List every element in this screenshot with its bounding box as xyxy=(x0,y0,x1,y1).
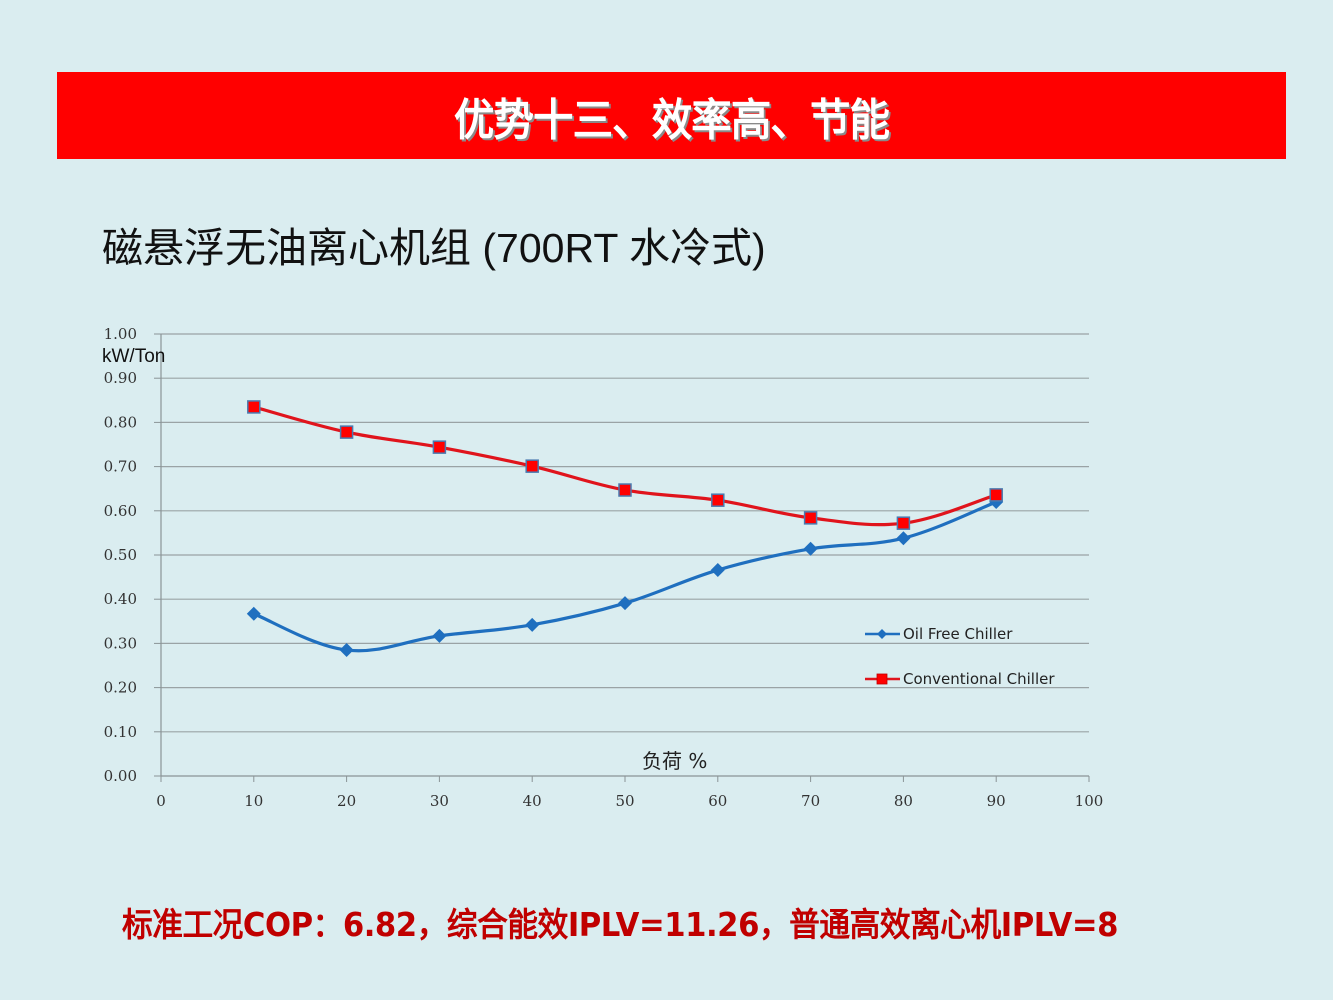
legend-square-icon xyxy=(876,673,888,685)
x-tick-label: 20 xyxy=(337,792,356,810)
x-tick-labels: 0 10 20 30 40 50 60 70 80 90 100 xyxy=(156,792,1103,810)
title-banner: 优势十三、效率高、节能 xyxy=(57,72,1286,159)
diamond-marker xyxy=(432,628,447,643)
legend-label: Oil Free Chiller xyxy=(903,625,1013,643)
x-tick-label: 90 xyxy=(987,792,1006,810)
y-tick-label: 0.00 xyxy=(104,767,137,785)
square-marker xyxy=(525,459,539,473)
y-tick-label: 0.90 xyxy=(104,369,137,387)
x-tick-label: 10 xyxy=(244,792,263,810)
series-group xyxy=(246,400,1004,658)
y-tick-label: 0.70 xyxy=(104,458,137,476)
diamond-marker xyxy=(339,643,354,658)
diamond-marker xyxy=(525,617,540,632)
diamond-marker xyxy=(710,563,725,578)
diamond-marker xyxy=(618,596,632,611)
diamond-marker xyxy=(803,541,818,556)
square-marker xyxy=(339,425,354,439)
legend-diamond-icon xyxy=(877,629,887,639)
x-tick-label: 80 xyxy=(894,792,913,810)
y-tick-label: 0.80 xyxy=(104,413,137,431)
axes xyxy=(154,333,1090,782)
square-marker xyxy=(432,440,447,454)
square-marker xyxy=(989,488,1003,502)
series-oil-free-chiller xyxy=(246,494,1004,658)
y-axis-unit-label: kW/Ton xyxy=(102,346,165,367)
y-tick-label: 0.30 xyxy=(104,634,137,652)
y-tick-label: 0.20 xyxy=(104,679,137,697)
legend-label: Conventional Chiller xyxy=(903,670,1055,688)
x-tick-label: 40 xyxy=(523,792,542,810)
square-marker xyxy=(618,483,632,497)
y-tick-label: 0.10 xyxy=(104,723,137,741)
square-marker xyxy=(896,516,911,530)
legend-item: Oil Free Chiller xyxy=(865,625,1013,643)
y-tick-label: 0.50 xyxy=(104,546,137,564)
legend: Oil Free Chiller Conventional Chiller xyxy=(865,625,1055,688)
x-tick-label: 100 xyxy=(1075,792,1104,810)
x-tick-label: 70 xyxy=(801,792,820,810)
y-tick-labels: 0.00 0.10 0.20 0.30 0.40 0.50 0.60 0.70 0.80 0.90… xyxy=(104,325,137,785)
x-tick-label: 60 xyxy=(708,792,727,810)
x-tick-label: 0 xyxy=(156,792,166,810)
x-axis-label: 负荷 % xyxy=(642,749,707,773)
footer-note: 标准工况COP：6.82，综合能效IPLV=11.26，普通高效离心机IPLV=… xyxy=(122,905,1119,944)
diamond-marker xyxy=(896,531,911,546)
series-line xyxy=(253,405,997,527)
y-tick-label: 1.00 xyxy=(104,325,137,343)
diamond-marker xyxy=(246,606,261,621)
y-tick-label: 0.60 xyxy=(104,502,137,520)
square-marker xyxy=(803,511,818,525)
legend-item: Conventional Chiller xyxy=(865,670,1055,688)
square-marker xyxy=(711,493,725,507)
series-conventional-chiller xyxy=(247,400,1003,530)
y-tick-label: 0.40 xyxy=(104,590,137,608)
x-tick-label: 30 xyxy=(430,792,449,810)
x-tick-label: 50 xyxy=(615,792,634,810)
chart-subtitle: 磁悬浮无油离心机组 (700RT 水冷式) xyxy=(102,225,766,271)
banner-title: 优势十三、效率高、节能 xyxy=(453,94,890,146)
square-marker xyxy=(247,400,261,414)
